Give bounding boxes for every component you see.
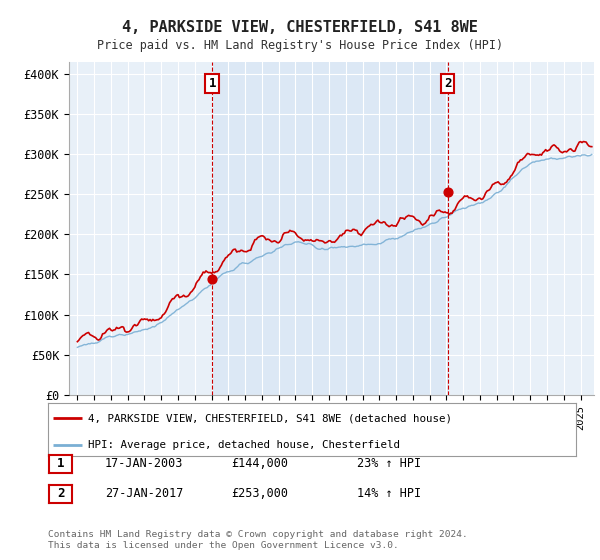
Text: 1: 1 <box>208 77 216 90</box>
Text: Contains HM Land Registry data © Crown copyright and database right 2024.: Contains HM Land Registry data © Crown c… <box>48 530 468 539</box>
Point <box>443 187 452 196</box>
Text: 4, PARKSIDE VIEW, CHESTERFIELD, S41 8WE: 4, PARKSIDE VIEW, CHESTERFIELD, S41 8WE <box>122 20 478 35</box>
Text: HPI: Average price, detached house, Chesterfield: HPI: Average price, detached house, Ches… <box>88 440 400 450</box>
Text: This data is licensed under the Open Government Licence v3.0.: This data is licensed under the Open Gov… <box>48 541 399 550</box>
Point <box>208 275 217 284</box>
Text: 14% ↑ HPI: 14% ↑ HPI <box>357 487 421 501</box>
Text: Price paid vs. HM Land Registry's House Price Index (HPI): Price paid vs. HM Land Registry's House … <box>97 39 503 52</box>
Text: 2: 2 <box>444 77 451 90</box>
Text: 17-JAN-2003: 17-JAN-2003 <box>105 457 184 470</box>
Text: £144,000: £144,000 <box>231 457 288 470</box>
Text: 23% ↑ HPI: 23% ↑ HPI <box>357 457 421 470</box>
Text: 2: 2 <box>57 487 64 501</box>
Text: 27-JAN-2017: 27-JAN-2017 <box>105 487 184 501</box>
Text: £253,000: £253,000 <box>231 487 288 501</box>
Text: 1: 1 <box>57 457 64 470</box>
Bar <box>212 62 448 395</box>
Text: 4, PARKSIDE VIEW, CHESTERFIELD, S41 8WE (detached house): 4, PARKSIDE VIEW, CHESTERFIELD, S41 8WE … <box>88 413 452 423</box>
